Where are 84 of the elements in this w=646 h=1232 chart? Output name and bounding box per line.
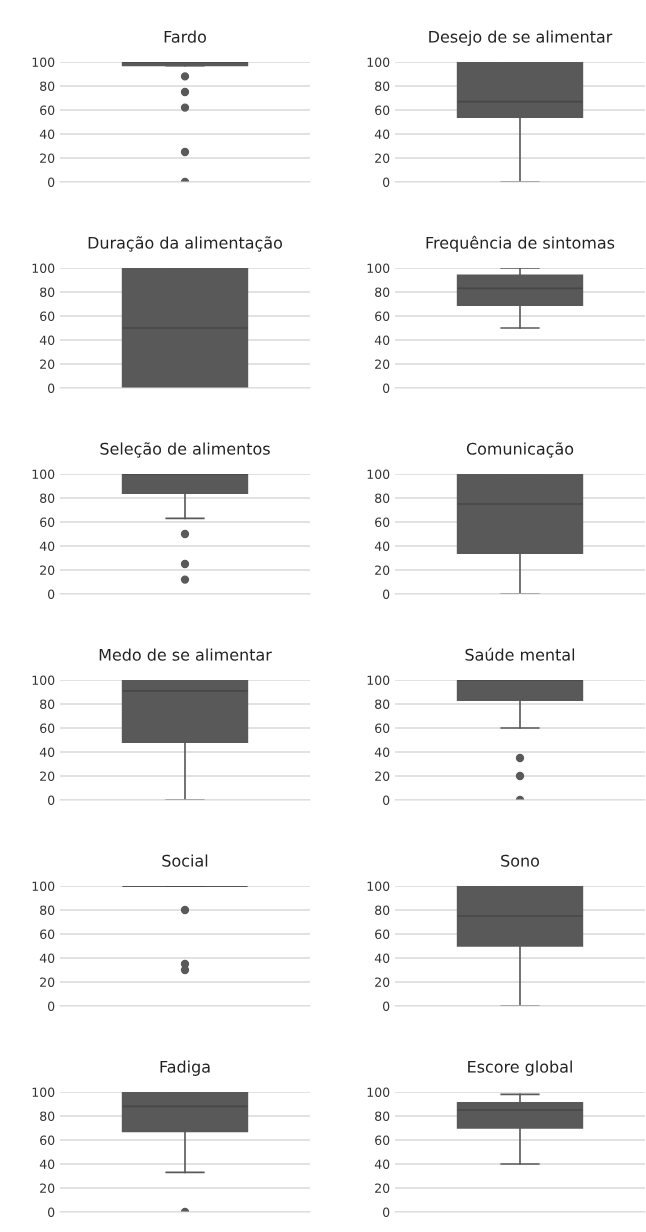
- y-tick-label: 80: [40, 1111, 55, 1121]
- y-tick-label: 80: [40, 905, 55, 915]
- y-tick-label: 0: [383, 1001, 390, 1011]
- y-tick-label: 0: [383, 383, 390, 393]
- y-tick-label: 40: [374, 335, 390, 345]
- chart-title: Escore global: [468, 1060, 572, 1076]
- y-tick-label: 100: [32, 881, 55, 891]
- y-tick-label: 40: [39, 335, 55, 345]
- y-tick-label: 40: [374, 953, 390, 963]
- chart-title: Sono: [501, 854, 540, 867]
- y-tick-label: 0: [48, 589, 55, 599]
- chart-title: Social: [162, 854, 208, 867]
- y-tick-label: 100: [32, 469, 55, 479]
- y-tick-label: 20: [375, 771, 390, 781]
- y-tick-label: 60: [375, 105, 390, 115]
- y-tick-label: 100: [367, 881, 390, 891]
- y-tick-label: 0: [383, 795, 390, 805]
- y-tick-label: 20: [40, 565, 55, 575]
- y-tick-label: 40: [39, 1159, 55, 1169]
- y-tick-label: 0: [48, 795, 55, 805]
- chart-title: Medo de se alimentar: [99, 648, 272, 661]
- y-tick-label: 0: [48, 383, 55, 393]
- chart-title: Comunicação: [466, 442, 574, 458]
- y-tick-label: 20: [375, 977, 390, 987]
- y-tick-label: 100: [32, 57, 55, 67]
- y-tick-label: 100: [32, 1087, 55, 1097]
- y-tick-label: 40: [39, 541, 55, 551]
- y-tick-label: 60: [375, 723, 390, 733]
- y-tick-label: 60: [40, 105, 55, 115]
- y-tick-label: 20: [375, 1183, 390, 1193]
- y-tick-label: 60: [40, 1135, 55, 1145]
- y-tick-label: 80: [375, 81, 390, 91]
- y-tick-label: 20: [375, 565, 390, 575]
- y-tick-label: 0: [383, 589, 390, 599]
- y-tick-label: 0: [383, 1207, 390, 1217]
- y-tick-label: 40: [374, 1159, 390, 1169]
- chart-title: Seleção de alimentos: [100, 442, 270, 458]
- y-tick-label: 20: [40, 359, 55, 369]
- y-tick-label: 100: [32, 675, 55, 685]
- y-tick-label: 20: [375, 153, 390, 163]
- y-tick-label: 100: [367, 57, 390, 67]
- y-tick-label: 60: [375, 929, 390, 939]
- y-tick-label: 40: [39, 747, 55, 757]
- chart-title: Duração da alimentação: [88, 236, 283, 252]
- y-tick-label: 80: [375, 1111, 390, 1121]
- y-tick-label: 80: [375, 493, 390, 503]
- y-tick-label: 60: [40, 723, 55, 733]
- y-tick-label: 0: [48, 177, 55, 187]
- y-tick-label: 40: [374, 541, 390, 551]
- y-tick-label: 80: [375, 287, 390, 297]
- y-tick-label: 80: [375, 905, 390, 915]
- y-tick-label: 60: [375, 311, 390, 321]
- y-tick-label: 60: [40, 517, 55, 527]
- y-tick-label: 20: [375, 359, 390, 369]
- y-tick-label: 80: [40, 699, 55, 709]
- y-tick-label: 40: [374, 129, 390, 139]
- y-tick-label: 100: [32, 263, 55, 273]
- y-tick-label: 20: [40, 1183, 55, 1193]
- y-tick-label: 60: [40, 311, 55, 321]
- y-tick-label: 40: [39, 129, 55, 139]
- y-tick-label: 20: [40, 771, 55, 781]
- y-tick-label: 60: [40, 929, 55, 939]
- y-tick-label: 100: [367, 469, 390, 479]
- y-tick-label: 100: [367, 675, 390, 685]
- y-tick-label: 80: [375, 699, 390, 709]
- y-tick-label: 60: [375, 517, 390, 527]
- y-tick-label: 20: [40, 977, 55, 987]
- chart-title: Frequência de sintomas: [426, 235, 615, 252]
- y-tick-label: 80: [40, 287, 55, 297]
- chart-title: Saúde mental: [465, 647, 575, 661]
- y-tick-label: 0: [48, 1001, 55, 1011]
- y-tick-label: 80: [40, 493, 55, 503]
- y-tick-label: 20: [40, 153, 55, 163]
- y-tick-label: 40: [374, 747, 390, 757]
- y-tick-label: 40: [39, 953, 55, 963]
- y-tick-label: 100: [367, 1087, 390, 1097]
- chart-title: Desejo de se alimentar: [429, 30, 613, 46]
- y-tick-label: 60: [375, 1135, 390, 1145]
- y-tick-label: 100: [367, 263, 390, 273]
- y-tick-label: 0: [48, 1207, 55, 1217]
- chart-title: Fadiga: [160, 1060, 210, 1076]
- y-tick-label: 0: [383, 177, 390, 187]
- y-tick-label: 80: [40, 81, 55, 91]
- chart-title: Fardo: [164, 30, 206, 43]
